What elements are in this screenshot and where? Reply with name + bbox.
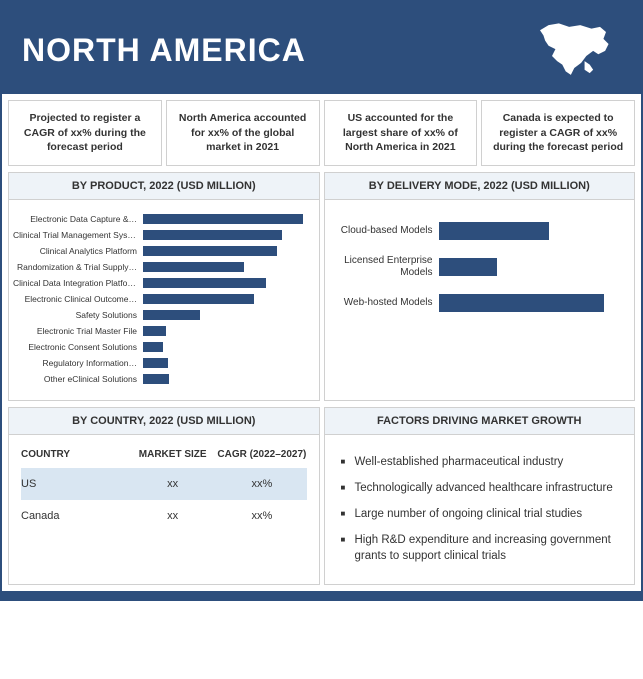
stat-box: Projected to register a CAGR of xx% duri…: [8, 100, 162, 166]
panel-title: FACTORS DRIVING MARKET GROWTH: [325, 408, 635, 435]
bar-label: Clinical Analytics Platform: [13, 246, 143, 256]
bar-track: [143, 310, 307, 320]
bar-fill: [143, 262, 244, 272]
factors-panel: FACTORS DRIVING MARKET GROWTH Well-estab…: [324, 407, 636, 584]
bar-label: Electronic Clinical Outcome…: [13, 294, 143, 304]
panel-title: BY DELIVERY MODE, 2022 (USD MILLION): [325, 173, 635, 200]
cell-cagr: xx%: [217, 510, 306, 522]
stat-box: North America accounted for xx% of the g…: [166, 100, 320, 166]
bar-label: Cloud-based Models: [329, 225, 439, 237]
bar-fill: [143, 342, 163, 352]
bar-fill: [143, 374, 169, 384]
bar-fill: [439, 258, 498, 276]
factor-item: Technologically advanced healthcare infr…: [341, 475, 619, 501]
bar-row: Web-hosted Models: [329, 288, 623, 318]
bar-track: [143, 262, 307, 272]
bar-label: Clinical Trial Management Systems: [13, 230, 143, 240]
bar-fill: [143, 310, 200, 320]
bar-row: Electronic Data Capture &…: [13, 212, 307, 226]
bar-label: Electronic Consent Solutions: [13, 342, 143, 352]
bar-track: [143, 326, 307, 336]
cell-size: xx: [128, 510, 217, 522]
page-title: NORTH AMERICA: [22, 32, 306, 69]
bar-track: [439, 222, 623, 240]
col-cagr: CAGR (2022–2027): [217, 449, 306, 460]
delivery-chart-panel: BY DELIVERY MODE, 2022 (USD MILLION) Clo…: [324, 172, 636, 401]
bottom-row: BY COUNTRY, 2022 (USD MILLION) COUNTRY M…: [2, 407, 641, 590]
factor-item: Large number of ongoing clinical trial s…: [341, 501, 619, 527]
bar-track: [143, 374, 307, 384]
factor-item: High R&D expenditure and increasing gove…: [341, 527, 619, 569]
cell-size: xx: [128, 478, 217, 490]
bar-fill: [439, 222, 549, 240]
bar-label: Web-hosted Models: [329, 297, 439, 309]
bar-row: Clinical Trial Management Systems: [13, 228, 307, 242]
bar-label: Regulatory Information…: [13, 358, 143, 368]
bar-row: Electronic Consent Solutions: [13, 340, 307, 354]
bar-fill: [143, 326, 166, 336]
bar-label: Other eClinical Solutions: [13, 374, 143, 384]
bar-fill: [143, 230, 282, 240]
panel-title: BY COUNTRY, 2022 (USD MILLION): [9, 408, 319, 435]
bar-track: [143, 214, 307, 224]
bar-label: Randomization & Trial Supply…: [13, 262, 143, 272]
bar-label: Electronic Data Capture &…: [13, 214, 143, 224]
bar-track: [143, 294, 307, 304]
cell-cagr: xx%: [217, 478, 306, 490]
bar-fill: [439, 294, 604, 312]
bar-track: [143, 358, 307, 368]
bar-fill: [143, 294, 254, 304]
bar-row: Electronic Trial Master File: [13, 324, 307, 338]
bar-label: Clinical Data Integration Platforms: [13, 278, 143, 288]
charts-row: BY PRODUCT, 2022 (USD MILLION) Electroni…: [2, 172, 641, 407]
table-row: Canadaxxxx%: [21, 500, 307, 532]
stats-row: Projected to register a CAGR of xx% duri…: [2, 94, 641, 172]
bar-fill: [143, 358, 168, 368]
bar-fill: [143, 278, 266, 288]
bar-row: Electronic Clinical Outcome…: [13, 292, 307, 306]
cell-country: Canada: [21, 510, 128, 522]
bar-track: [143, 342, 307, 352]
bar-label: Licensed Enterprise Models: [329, 255, 439, 279]
country-panel: BY COUNTRY, 2022 (USD MILLION) COUNTRY M…: [8, 407, 320, 584]
stat-box: Canada is expected to register a CAGR of…: [481, 100, 635, 166]
delivery-bar-chart: Cloud-based Models Licensed Enterprise Mo…: [325, 200, 635, 336]
product-bar-chart: Electronic Data Capture &… Clinical Trial…: [9, 200, 319, 400]
bar-row: Safety Solutions: [13, 308, 307, 322]
north-america-map-icon: [531, 20, 621, 80]
panel-title: BY PRODUCT, 2022 (USD MILLION): [9, 173, 319, 200]
table-header: COUNTRY MARKET SIZE CAGR (2022–2027): [21, 449, 307, 468]
col-size: MARKET SIZE: [128, 449, 217, 460]
bar-row: Clinical Analytics Platform: [13, 244, 307, 258]
bar-row: Regulatory Information…: [13, 356, 307, 370]
bar-row: Licensed Enterprise Models: [329, 252, 623, 282]
bar-row: Clinical Data Integration Platforms: [13, 276, 307, 290]
bar-label: Electronic Trial Master File: [13, 326, 143, 336]
bar-row: Randomization & Trial Supply…: [13, 260, 307, 274]
factors-list: Well-established pharmaceutical industry…: [325, 435, 635, 583]
bar-row: Cloud-based Models: [329, 216, 623, 246]
bar-track: [439, 294, 623, 312]
bar-track: [143, 230, 307, 240]
bar-row: Other eClinical Solutions: [13, 372, 307, 386]
factor-item: Well-established pharmaceutical industry: [341, 449, 619, 475]
footer-bar: [2, 591, 641, 599]
product-chart-panel: BY PRODUCT, 2022 (USD MILLION) Electroni…: [8, 172, 320, 401]
bar-fill: [143, 246, 277, 256]
bar-fill: [143, 214, 303, 224]
bar-track: [439, 258, 623, 276]
header: NORTH AMERICA: [2, 2, 641, 94]
stat-box: US accounted for the largest share of xx…: [324, 100, 478, 166]
cell-country: US: [21, 478, 128, 490]
infographic-container: NORTH AMERICA Projected to register a CA…: [0, 0, 643, 601]
bar-track: [143, 278, 307, 288]
col-country: COUNTRY: [21, 449, 128, 460]
table-row: USxxxx%: [21, 468, 307, 500]
bar-label: Safety Solutions: [13, 310, 143, 320]
country-table: COUNTRY MARKET SIZE CAGR (2022–2027) USx…: [9, 435, 319, 546]
bar-track: [143, 246, 307, 256]
